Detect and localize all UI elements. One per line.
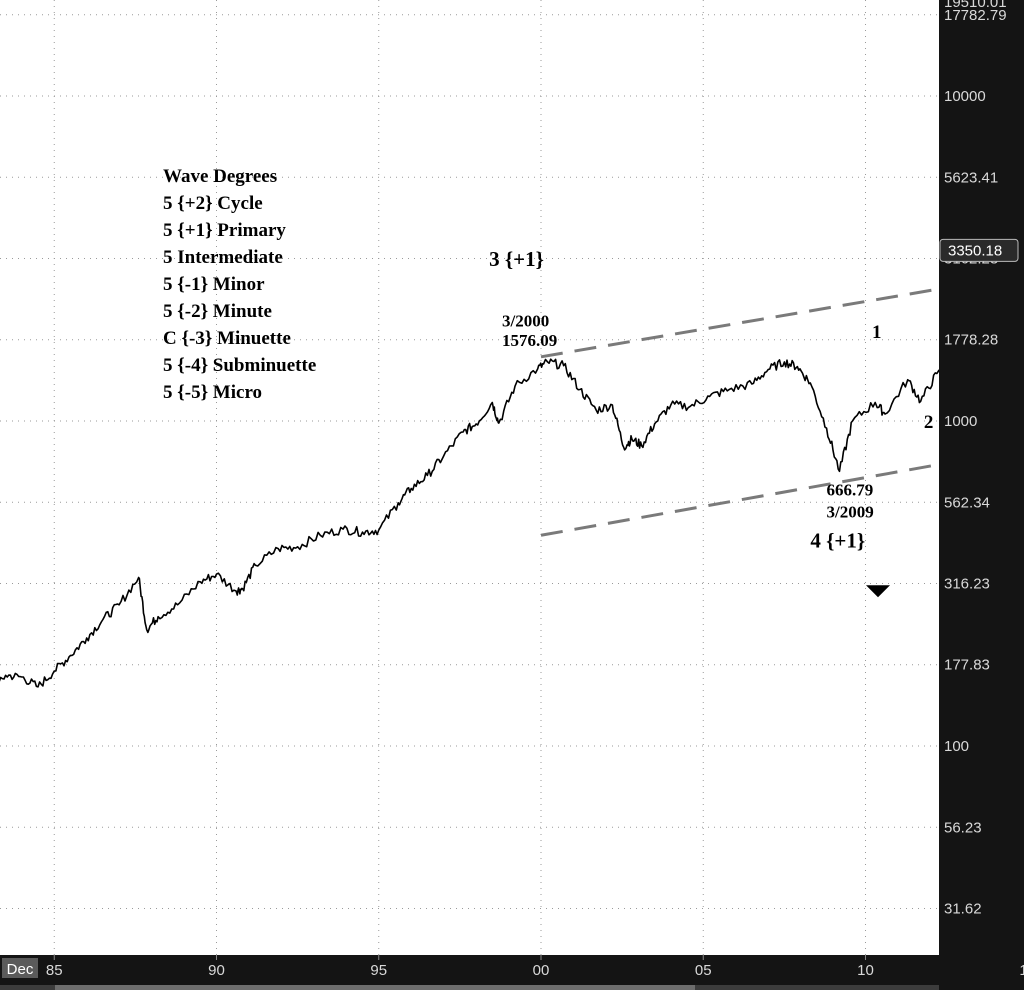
last-price-box <box>939 238 1019 262</box>
plot-area <box>0 0 939 955</box>
x-corner-label: Dec <box>7 961 34 978</box>
wave-degrees-legend: Wave Degrees 5 {+2} Cycle 5 {+1} Primary 5 … <box>163 166 316 403</box>
legend-item: C {-3} Minuette <box>163 328 291 349</box>
channel-line <box>540 447 1024 537</box>
wave-label: 4 {+1} <box>810 529 865 553</box>
down-arrow-icon <box>866 585 890 598</box>
y-tick-label: 5623.41 <box>944 169 998 186</box>
legend-item: 5 {+2} Cycle <box>163 193 263 214</box>
wave-label: 3/2000 <box>502 312 549 331</box>
wave-label: 2 <box>924 412 934 433</box>
x-corner-label-box <box>2 958 38 978</box>
x-tick-label: 05 <box>695 962 712 979</box>
y-tick-label: 177.83 <box>944 657 990 674</box>
last-price-text: 3350.18 <box>948 242 1002 259</box>
y-tick-label: 1778.28 <box>944 332 998 349</box>
x-axis-panel <box>0 955 939 990</box>
wave-label: 1 <box>872 322 882 343</box>
legend-item: 5 {-2} Minute <box>163 301 272 322</box>
legend-title: Wave Degrees <box>163 166 277 187</box>
legend-item: 5 {-4} Subminuette <box>163 355 316 376</box>
y-tick-label: 1000 <box>944 413 977 430</box>
last-price-badge: 3350.18 <box>939 238 1019 262</box>
down-arrow-shape <box>866 585 890 598</box>
x-axis: 7075808590950005101520Dec <box>2 955 1024 979</box>
x-tick-label: 10 <box>857 962 874 979</box>
x-tick-label: 15 <box>1019 962 1024 979</box>
channel-lines <box>540 272 1024 537</box>
scrollbar-thumb[interactable] <box>55 985 695 990</box>
y-axis: 31.62 56.23 100 177.83 316.23 562.34 1000 1778.… <box>944 0 1007 918</box>
y-axis-top-value: 19510.01 <box>944 0 1007 11</box>
x-tick-label: 95 <box>370 962 387 979</box>
wave-label: 1576.09 <box>502 331 557 350</box>
y-tick-label: 316.23 <box>944 575 990 592</box>
legend-item: 5 Intermediate <box>163 247 283 268</box>
legend-item: 5 {+1} Primary <box>163 220 286 241</box>
legend-item: 5 {-5} Micro <box>163 382 262 403</box>
y-tick-label: 31.62 <box>944 901 982 918</box>
y-tick-label: 10000 <box>944 88 986 105</box>
wave-label: 3 {+1} <box>489 247 544 271</box>
y-tick-label: 17782.79 <box>944 7 1007 24</box>
y-tick-label: 100 <box>944 738 969 755</box>
y-tick-label: 56.23 <box>944 819 982 836</box>
grid <box>0 0 939 955</box>
wave-label: 3/2009 <box>827 502 874 521</box>
y-axis-panel <box>939 0 1024 990</box>
channel-line <box>540 272 1024 359</box>
legend-item: 5 {-1} Minor <box>163 274 265 295</box>
y-tick-label: 562.34 <box>944 494 990 511</box>
x-tick-label: 90 <box>208 962 225 979</box>
wave-label: 666.79 <box>827 480 874 499</box>
x-tick-label: 00 <box>533 962 550 979</box>
x-tick-label: 85 <box>46 962 63 979</box>
